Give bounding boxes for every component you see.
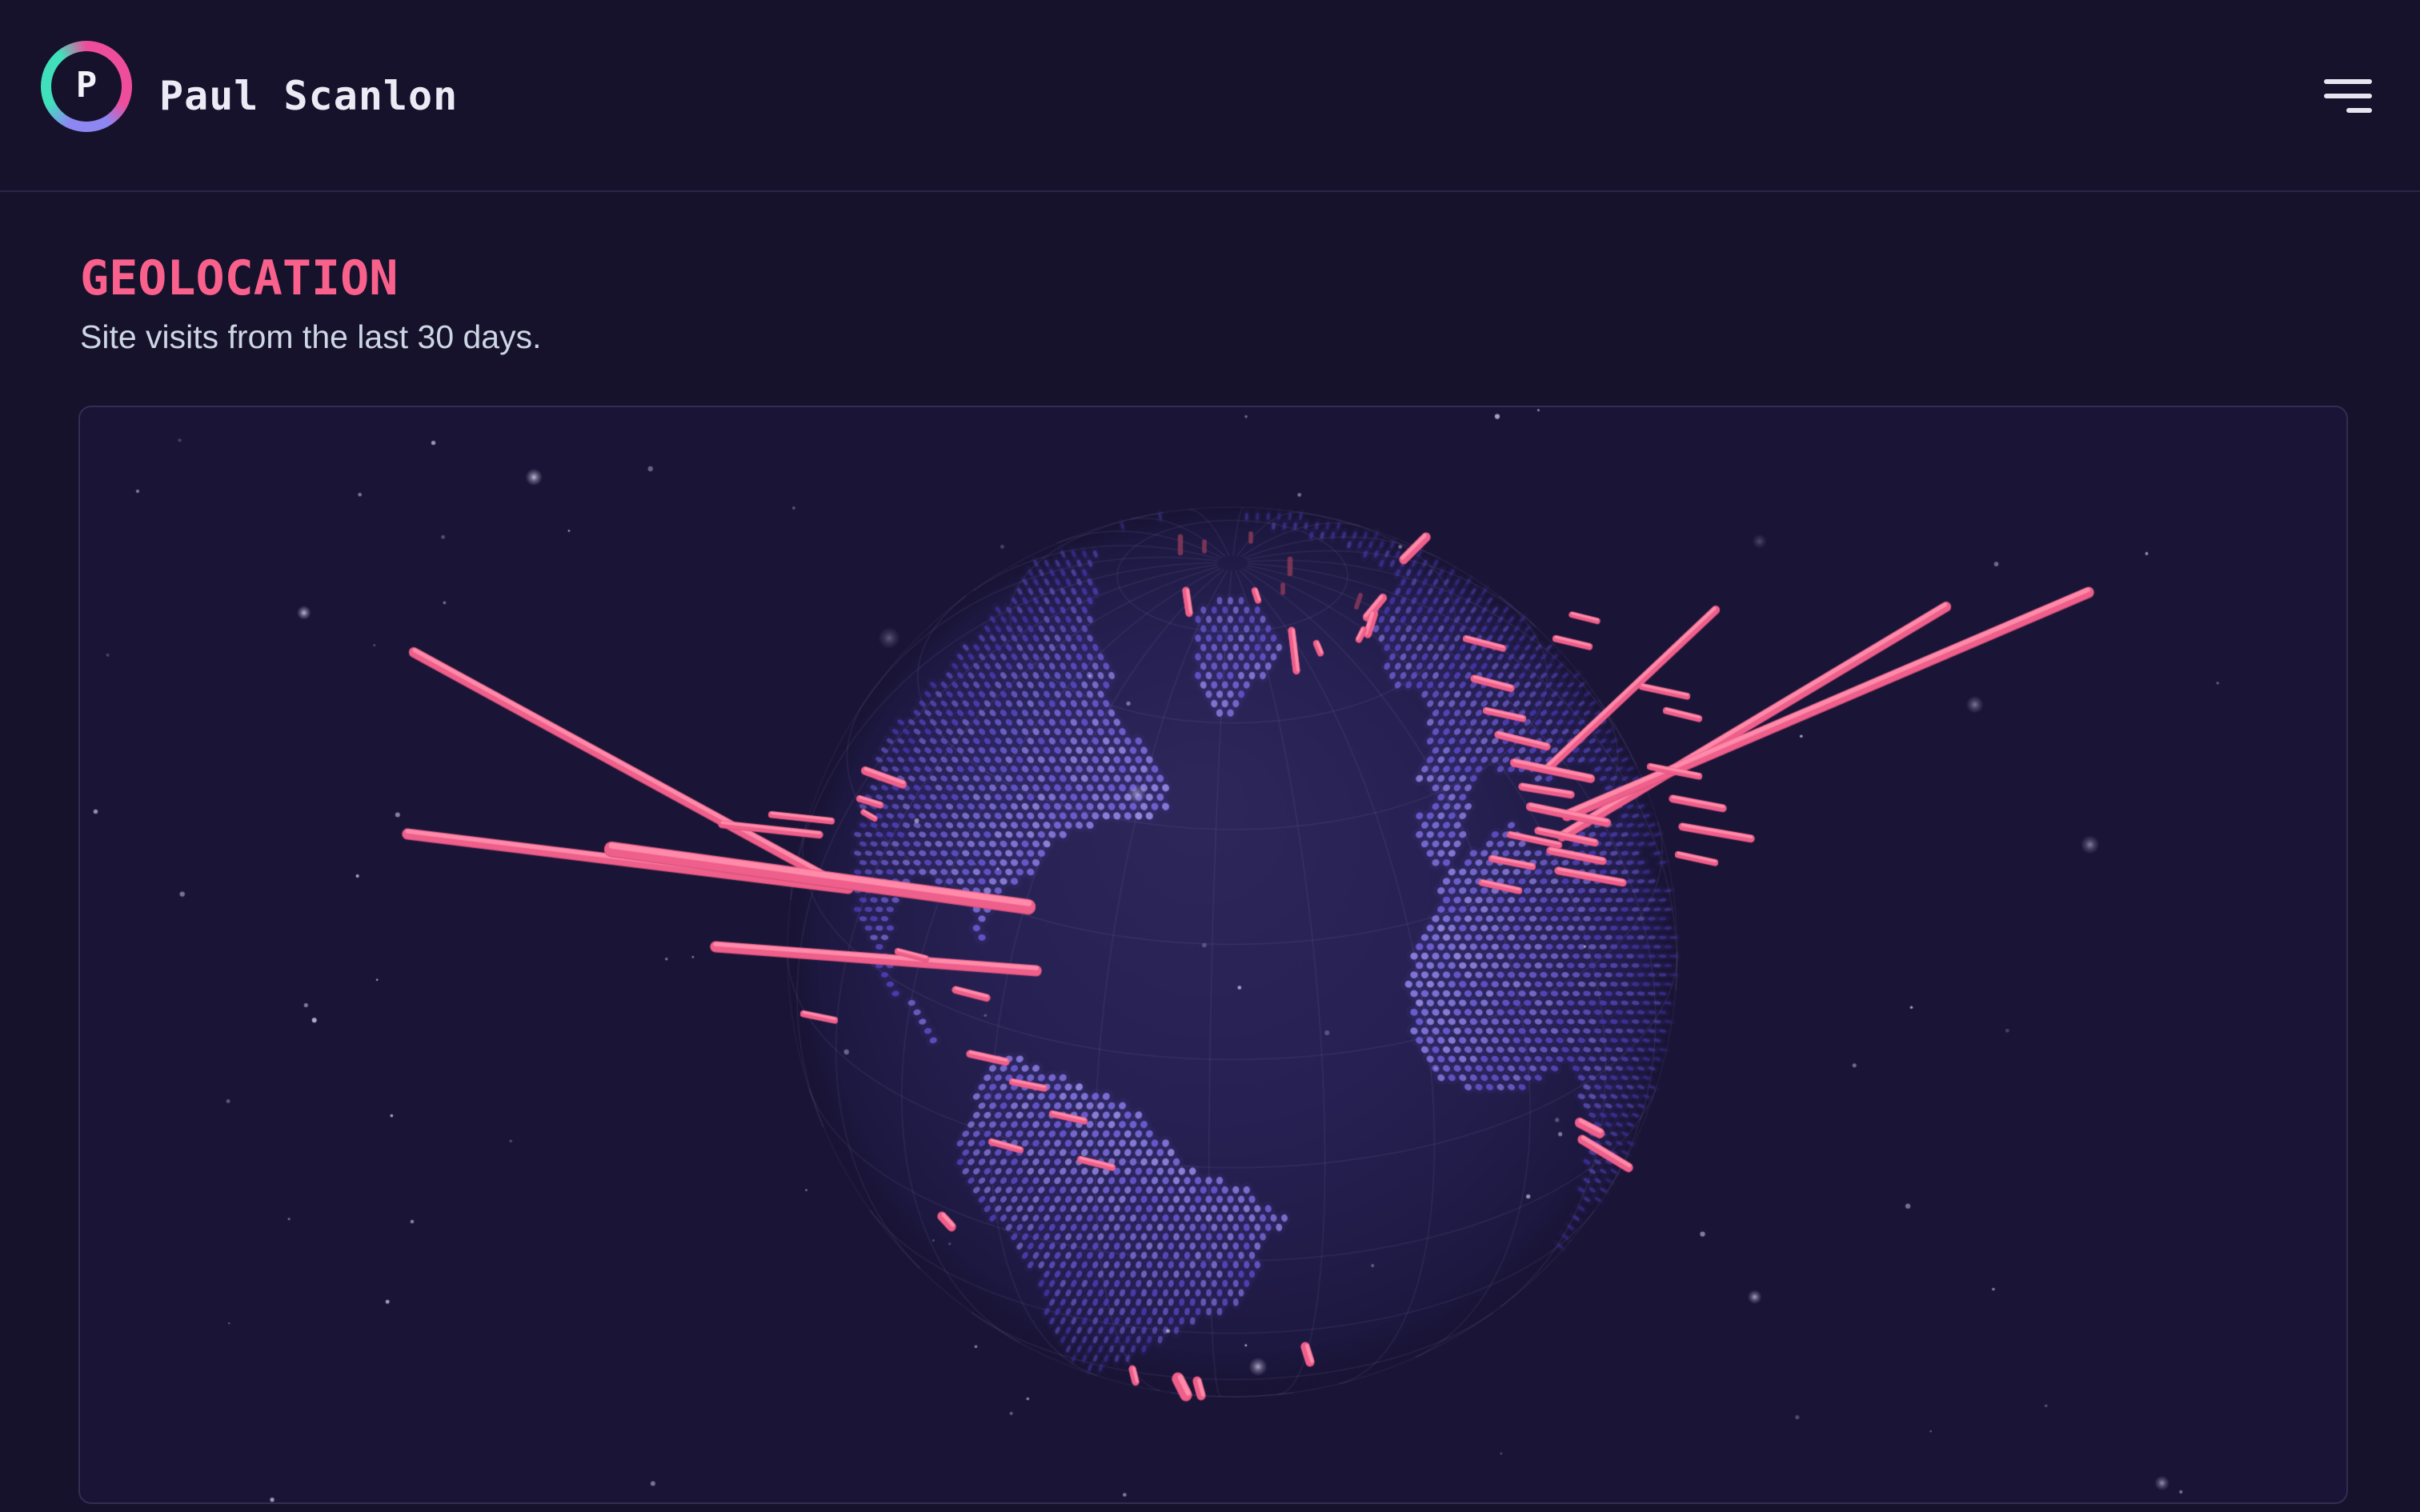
brand-title[interactable]: Paul Scanlon <box>159 73 459 119</box>
site-logo-letter: P <box>75 64 98 106</box>
section-subtitle: Site visits from the last 30 days. <box>80 318 542 355</box>
section-title: GEOLOCATION <box>80 250 399 306</box>
globe-visualization[interactable] <box>80 407 2346 1502</box>
menu-button[interactable] <box>2315 58 2382 134</box>
site-logo-inner: P <box>51 51 122 122</box>
site-header: P Paul Scanlon <box>0 0 2420 192</box>
globe-panel <box>78 406 2348 1504</box>
site-logo[interactable]: P <box>41 41 132 132</box>
hamburger-icon <box>2324 79 2372 113</box>
main-content: GEOLOCATION Site visits from the last 30… <box>0 254 2420 357</box>
